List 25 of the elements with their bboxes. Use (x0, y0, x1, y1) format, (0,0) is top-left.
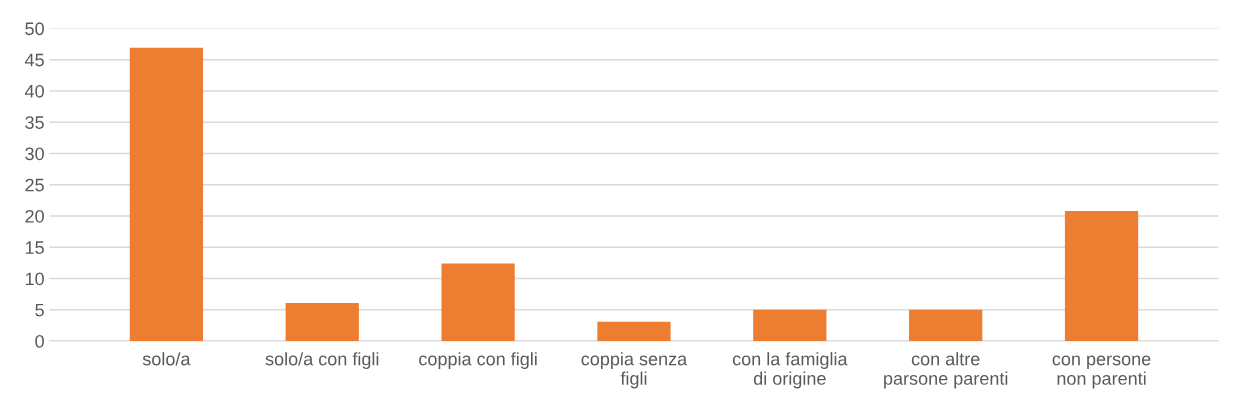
bar (1064, 210, 1139, 342)
x-tick-label: con persone non parenti (1052, 355, 1151, 389)
x-tick-label: coppia senza figli (581, 352, 688, 389)
y-tick-label: 20 (25, 209, 44, 223)
y-tick-label: 10 (25, 272, 44, 286)
bar (597, 321, 671, 342)
bar (909, 309, 983, 342)
y-tick-label: 40 (24, 84, 44, 98)
y-tick-label: 50 (25, 22, 44, 36)
y-tick-label: 45 (24, 53, 44, 67)
y-tick-label: 35 (25, 116, 44, 129)
x-tick-label: con la famiglia di origine (732, 352, 848, 389)
y-tick-label: 15 (25, 241, 44, 254)
x-tick-label: coppia con figli (419, 352, 537, 369)
y-tick-label: 25 (25, 178, 44, 192)
y-tick-label: 5 (35, 303, 44, 317)
bar (285, 302, 359, 342)
bar (441, 263, 515, 342)
y-tick-label: 0 (35, 334, 44, 348)
x-tick-label: con altre parsone parenti (884, 352, 1008, 389)
y-tick-label: 30 (25, 147, 44, 161)
x-tick-label: solo/a con figli (265, 352, 379, 369)
bar (129, 47, 203, 342)
bar (753, 309, 827, 342)
x-tick-label: solo/a (142, 352, 191, 366)
